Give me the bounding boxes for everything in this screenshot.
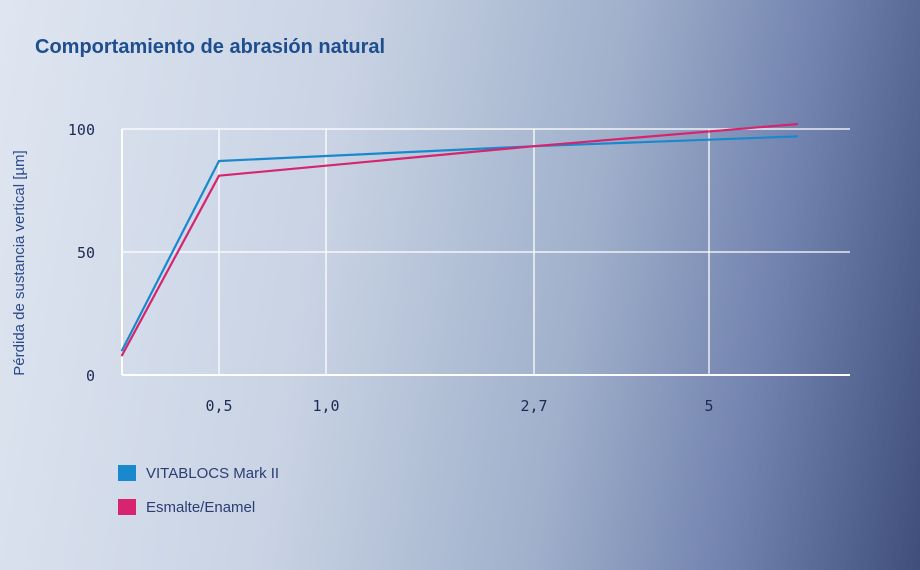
series-line-vitablocs: [120, 135, 799, 352]
y-tick-label: 50: [77, 244, 95, 262]
x-tick-label: 0,5: [205, 397, 232, 415]
legend-item-vitablocs: VITABLOCS Mark II: [118, 462, 279, 484]
x-tick-label: 5: [704, 397, 713, 415]
axes: [121, 129, 850, 376]
grid-lines: [122, 128, 850, 375]
y-axis-label: Pérdida de sustancia vertical [µm]: [11, 150, 28, 375]
tick-labels: 0 50 100 0,5 1,0 2,7 5: [68, 121, 714, 415]
x-tick-label: 1,0: [312, 397, 339, 415]
legend: VITABLOCS Mark II Esmalte/Enamel: [118, 462, 279, 530]
series-lines: [120, 122, 799, 357]
chart-title: Comportamiento de abrasión natural: [35, 36, 386, 58]
series-line-enamel: [120, 122, 799, 357]
legend-swatch-vitablocs: [118, 465, 136, 481]
legend-label-vitablocs: VITABLOCS Mark II: [146, 464, 280, 482]
legend-label-enamel: Esmalte/Enamel: [146, 498, 256, 516]
legend-swatch-enamel: [118, 499, 136, 515]
y-tick-label: 0: [86, 367, 95, 385]
legend-item-enamel: Esmalte/Enamel: [118, 496, 279, 518]
y-tick-label: 100: [68, 121, 95, 139]
x-tick-label: 2,7: [520, 397, 547, 415]
